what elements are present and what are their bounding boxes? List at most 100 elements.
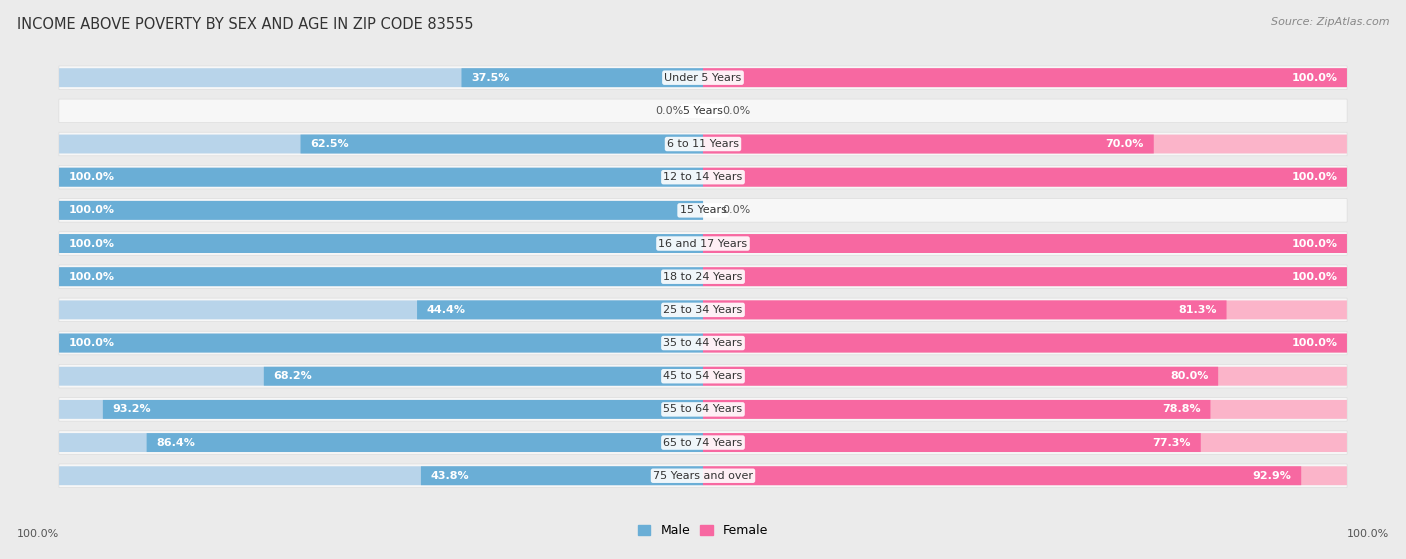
Text: 100.0%: 100.0%	[69, 239, 115, 249]
FancyBboxPatch shape	[59, 466, 703, 485]
FancyBboxPatch shape	[703, 334, 1347, 353]
Text: 100.0%: 100.0%	[1347, 529, 1389, 539]
Text: 86.4%: 86.4%	[156, 438, 195, 448]
FancyBboxPatch shape	[59, 66, 1347, 89]
Text: 77.3%: 77.3%	[1153, 438, 1191, 448]
FancyBboxPatch shape	[703, 433, 1347, 452]
Text: 43.8%: 43.8%	[430, 471, 470, 481]
Text: 78.8%: 78.8%	[1163, 404, 1201, 414]
FancyBboxPatch shape	[703, 267, 1347, 286]
Text: 44.4%: 44.4%	[427, 305, 465, 315]
Text: 6 to 11 Years: 6 to 11 Years	[666, 139, 740, 149]
Text: 100.0%: 100.0%	[69, 172, 115, 182]
Text: 68.2%: 68.2%	[274, 371, 312, 381]
Text: 18 to 24 Years: 18 to 24 Years	[664, 272, 742, 282]
Text: Source: ZipAtlas.com: Source: ZipAtlas.com	[1271, 17, 1389, 27]
Text: 0.0%: 0.0%	[723, 106, 751, 116]
FancyBboxPatch shape	[59, 99, 1347, 122]
Text: 37.5%: 37.5%	[471, 73, 509, 83]
FancyBboxPatch shape	[146, 433, 703, 452]
Text: 0.0%: 0.0%	[723, 205, 751, 215]
Text: 15 Years: 15 Years	[679, 205, 727, 215]
Text: 92.9%: 92.9%	[1253, 471, 1292, 481]
Text: 100.0%: 100.0%	[17, 529, 59, 539]
Text: 100.0%: 100.0%	[1291, 172, 1337, 182]
FancyBboxPatch shape	[59, 364, 1347, 388]
FancyBboxPatch shape	[59, 201, 703, 220]
FancyBboxPatch shape	[703, 334, 1347, 353]
FancyBboxPatch shape	[59, 265, 1347, 288]
Text: Under 5 Years: Under 5 Years	[665, 73, 741, 83]
FancyBboxPatch shape	[59, 135, 703, 154]
Text: 62.5%: 62.5%	[311, 139, 349, 149]
FancyBboxPatch shape	[59, 132, 1347, 156]
FancyBboxPatch shape	[703, 234, 1347, 253]
FancyBboxPatch shape	[59, 464, 1347, 487]
Text: 93.2%: 93.2%	[112, 404, 152, 414]
FancyBboxPatch shape	[59, 198, 1347, 222]
Text: 80.0%: 80.0%	[1170, 371, 1208, 381]
FancyBboxPatch shape	[703, 135, 1347, 154]
FancyBboxPatch shape	[59, 232, 1347, 255]
Text: 100.0%: 100.0%	[1291, 239, 1337, 249]
FancyBboxPatch shape	[59, 433, 703, 452]
FancyBboxPatch shape	[301, 135, 703, 154]
Text: 0.0%: 0.0%	[655, 106, 683, 116]
Text: 16 and 17 Years: 16 and 17 Years	[658, 239, 748, 249]
Text: 81.3%: 81.3%	[1178, 305, 1216, 315]
FancyBboxPatch shape	[59, 165, 1347, 189]
Text: 70.0%: 70.0%	[1105, 139, 1144, 149]
FancyBboxPatch shape	[59, 334, 703, 353]
FancyBboxPatch shape	[703, 267, 1347, 286]
FancyBboxPatch shape	[59, 168, 703, 187]
Text: 100.0%: 100.0%	[69, 205, 115, 215]
FancyBboxPatch shape	[59, 431, 1347, 454]
FancyBboxPatch shape	[703, 234, 1347, 253]
FancyBboxPatch shape	[703, 68, 1347, 87]
FancyBboxPatch shape	[103, 400, 703, 419]
Text: 35 to 44 Years: 35 to 44 Years	[664, 338, 742, 348]
FancyBboxPatch shape	[418, 300, 703, 319]
FancyBboxPatch shape	[461, 68, 703, 87]
Text: 100.0%: 100.0%	[1291, 73, 1337, 83]
Text: 100.0%: 100.0%	[69, 272, 115, 282]
FancyBboxPatch shape	[703, 400, 1347, 419]
Text: 45 to 54 Years: 45 to 54 Years	[664, 371, 742, 381]
FancyBboxPatch shape	[59, 400, 703, 419]
FancyBboxPatch shape	[703, 367, 1347, 386]
FancyBboxPatch shape	[703, 400, 1211, 419]
FancyBboxPatch shape	[703, 168, 1347, 187]
Text: INCOME ABOVE POVERTY BY SEX AND AGE IN ZIP CODE 83555: INCOME ABOVE POVERTY BY SEX AND AGE IN Z…	[17, 17, 474, 32]
FancyBboxPatch shape	[59, 298, 1347, 321]
Text: 5 Years: 5 Years	[683, 106, 723, 116]
FancyBboxPatch shape	[703, 300, 1347, 319]
FancyBboxPatch shape	[703, 466, 1301, 485]
FancyBboxPatch shape	[59, 68, 703, 87]
FancyBboxPatch shape	[703, 300, 1226, 319]
Text: 12 to 14 Years: 12 to 14 Years	[664, 172, 742, 182]
FancyBboxPatch shape	[59, 168, 703, 187]
Text: 100.0%: 100.0%	[1291, 338, 1337, 348]
Text: 65 to 74 Years: 65 to 74 Years	[664, 438, 742, 448]
FancyBboxPatch shape	[703, 68, 1347, 87]
FancyBboxPatch shape	[59, 267, 703, 286]
FancyBboxPatch shape	[703, 466, 1347, 485]
Legend: Male, Female: Male, Female	[633, 519, 773, 542]
FancyBboxPatch shape	[59, 331, 1347, 355]
FancyBboxPatch shape	[59, 367, 703, 386]
Text: 100.0%: 100.0%	[69, 338, 115, 348]
FancyBboxPatch shape	[59, 397, 1347, 421]
FancyBboxPatch shape	[59, 201, 703, 220]
FancyBboxPatch shape	[264, 367, 703, 386]
FancyBboxPatch shape	[703, 168, 1347, 187]
FancyBboxPatch shape	[703, 433, 1201, 452]
Text: 100.0%: 100.0%	[1291, 272, 1337, 282]
FancyBboxPatch shape	[59, 234, 703, 253]
FancyBboxPatch shape	[420, 466, 703, 485]
FancyBboxPatch shape	[59, 267, 703, 286]
Text: 25 to 34 Years: 25 to 34 Years	[664, 305, 742, 315]
FancyBboxPatch shape	[703, 135, 1154, 154]
FancyBboxPatch shape	[59, 234, 703, 253]
FancyBboxPatch shape	[59, 334, 703, 353]
Text: 55 to 64 Years: 55 to 64 Years	[664, 404, 742, 414]
